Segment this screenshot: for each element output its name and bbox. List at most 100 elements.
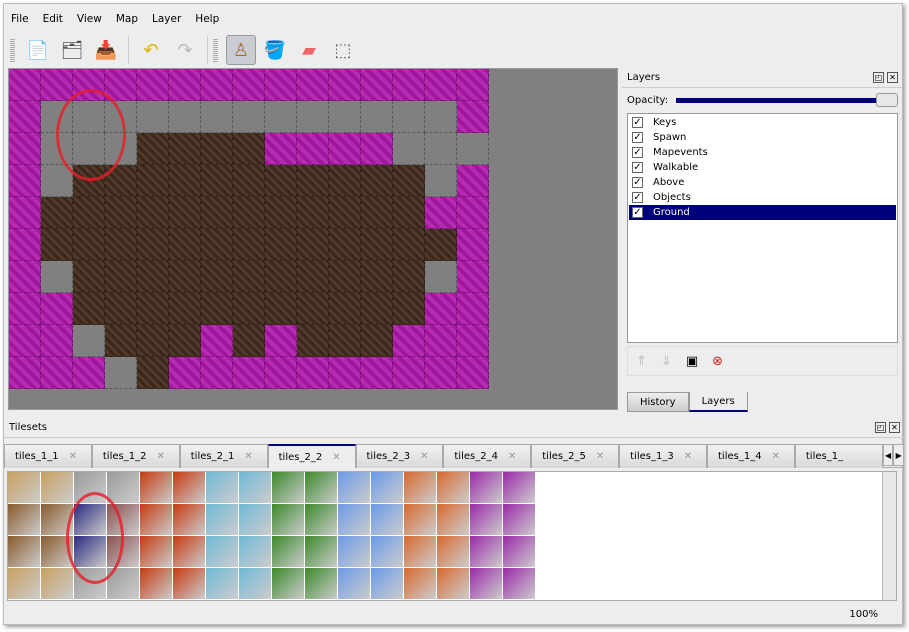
ground-tile[interactable] [329, 229, 361, 261]
ground-tile[interactable] [361, 325, 393, 357]
tileset-tile[interactable] [8, 472, 41, 504]
wall-tile[interactable] [105, 133, 137, 165]
ground-tile[interactable] [297, 229, 329, 261]
tab-tileset[interactable]: tiles_1_ [794, 444, 883, 468]
menu-edit[interactable]: Edit [42, 13, 63, 25]
tileset-tile[interactable] [140, 504, 173, 536]
wall-tile[interactable] [73, 357, 105, 389]
tileset-tile[interactable] [371, 504, 404, 536]
ground-tile[interactable] [201, 293, 233, 325]
tileset-tile[interactable] [140, 568, 173, 600]
ground-tile[interactable] [361, 165, 393, 197]
tab-tileset[interactable]: tiles_2_5 ✕ [531, 444, 620, 468]
tileset-tile[interactable] [305, 504, 338, 536]
ground-tile[interactable] [169, 293, 201, 325]
wall-tile[interactable] [9, 325, 41, 357]
ground-tile[interactable] [297, 293, 329, 325]
tileset-tile[interactable] [272, 568, 305, 600]
ground-tile[interactable] [105, 229, 137, 261]
layer-item[interactable]: ✓ Above [629, 175, 896, 190]
tileset-tile[interactable] [206, 536, 239, 568]
tileset-tile[interactable] [272, 536, 305, 568]
ground-tile[interactable] [137, 325, 169, 357]
layer-item[interactable]: ✓ Keys [629, 115, 896, 130]
wall-tile[interactable] [137, 101, 169, 133]
tileset-tile[interactable] [239, 536, 272, 568]
slider-handle[interactable] [876, 92, 898, 107]
wall-tile[interactable] [329, 133, 361, 165]
tileset-tile[interactable] [140, 472, 173, 504]
close-tab-icon[interactable]: ✕ [771, 451, 780, 462]
ground-tile[interactable] [329, 261, 361, 293]
ground-tile[interactable] [73, 197, 105, 229]
ground-tile[interactable] [233, 325, 265, 357]
ground-tile[interactable] [393, 197, 425, 229]
raise-layer-icon[interactable]: ⇑ [636, 353, 647, 369]
wall-tile[interactable] [457, 293, 489, 325]
wall-tile[interactable] [9, 69, 41, 101]
lower-layer-icon[interactable]: ⇓ [660, 353, 672, 369]
tileset-tile[interactable] [173, 568, 206, 600]
ground-tile[interactable] [41, 229, 73, 261]
ground-tile[interactable] [361, 261, 393, 293]
tab-history[interactable]: History [627, 392, 689, 412]
delete-layer-icon[interactable]: ⊗ [712, 353, 724, 369]
ground-tile[interactable] [233, 133, 265, 165]
ground-tile[interactable] [201, 229, 233, 261]
wall-tile[interactable] [297, 133, 329, 165]
ground-tile[interactable] [105, 197, 137, 229]
tileset-tile[interactable] [437, 504, 470, 536]
layer-item[interactable]: ✓ Spawn [629, 130, 896, 145]
ground-tile[interactable] [329, 293, 361, 325]
ground-tile[interactable] [233, 261, 265, 293]
duplicate-layer-icon[interactable]: ▣ [685, 353, 699, 369]
ground-tile[interactable] [361, 229, 393, 261]
tileset-tile[interactable] [470, 568, 503, 600]
ground-tile[interactable] [137, 357, 169, 389]
wall-tile[interactable] [201, 357, 233, 389]
ground-tile[interactable] [329, 165, 361, 197]
layer-item[interactable]: ✓ Ground [629, 205, 896, 220]
scroll-left-icon[interactable]: ◀ [882, 444, 894, 466]
wall-tile[interactable] [265, 325, 297, 357]
tileset-tile[interactable] [371, 536, 404, 568]
tileset-tile[interactable] [305, 472, 338, 504]
wall-tile[interactable] [9, 133, 41, 165]
visibility-checkbox[interactable]: ✓ [632, 177, 643, 188]
wall-tile[interactable] [457, 69, 489, 101]
wall-tile[interactable] [393, 357, 425, 389]
toolbar-grip[interactable] [10, 38, 15, 62]
visibility-checkbox[interactable]: ✓ [632, 192, 643, 203]
wall-tile[interactable] [41, 357, 73, 389]
tab-tileset[interactable]: tiles_2_3 ✕ [355, 444, 444, 468]
wall-tile[interactable] [73, 325, 105, 357]
scroll-right-icon[interactable]: ▶ [893, 444, 905, 466]
wall-tile[interactable] [425, 101, 457, 133]
tab-tileset[interactable]: tiles_1_4 ✕ [707, 444, 795, 468]
tileset-tile[interactable] [206, 504, 239, 536]
layer-item[interactable]: ✓ Mapevents [629, 145, 896, 160]
tileset-grid[interactable] [8, 472, 896, 600]
tileset-tile[interactable] [239, 504, 272, 536]
wall-tile[interactable] [201, 101, 233, 133]
wall-tile[interactable] [201, 69, 233, 101]
ground-tile[interactable] [361, 293, 393, 325]
tab-tileset[interactable]: tiles_2_4 ✕ [443, 444, 532, 468]
ground-tile[interactable] [297, 261, 329, 293]
wall-tile[interactable] [393, 133, 425, 165]
wall-tile[interactable] [9, 197, 41, 229]
tileset-tile[interactable] [140, 536, 173, 568]
ground-tile[interactable] [233, 165, 265, 197]
close-tab-icon[interactable]: ✕ [683, 451, 693, 462]
ground-tile[interactable] [201, 165, 233, 197]
tileset-tile[interactable] [437, 568, 470, 600]
wall-tile[interactable] [9, 101, 41, 133]
ground-tile[interactable] [393, 261, 425, 293]
ground-tile[interactable] [201, 197, 233, 229]
toolbar-grip[interactable] [213, 38, 218, 62]
open-file-button[interactable]: 🗂 [57, 35, 87, 65]
tileset-tile[interactable] [470, 504, 503, 536]
close-tab-icon[interactable]: ✕ [507, 451, 517, 462]
tileset-tile[interactable] [338, 536, 371, 568]
wall-tile[interactable] [457, 261, 489, 293]
